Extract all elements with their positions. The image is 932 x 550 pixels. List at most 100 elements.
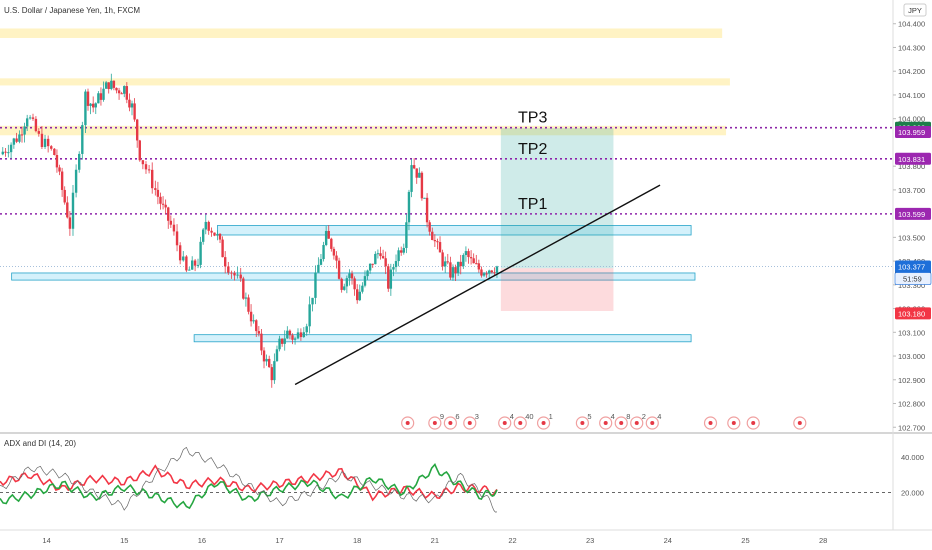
candle-body bbox=[436, 241, 439, 243]
price-badge-TP2: 103.831 bbox=[898, 155, 925, 164]
candle-body bbox=[150, 169, 154, 189]
candle-body bbox=[412, 165, 416, 169]
candle-body bbox=[210, 230, 213, 233]
candle-body bbox=[475, 263, 478, 265]
candle-body bbox=[446, 261, 449, 263]
candle-body bbox=[233, 272, 236, 276]
zone-0 bbox=[0, 28, 723, 38]
candle-body bbox=[9, 144, 13, 153]
candle-body bbox=[71, 192, 75, 229]
candle-body bbox=[392, 267, 395, 270]
price-tick-label: 103.800 bbox=[898, 162, 925, 171]
candle-body bbox=[260, 333, 263, 351]
indicator-series-layer bbox=[0, 446, 893, 513]
candle-body bbox=[7, 152, 10, 154]
event-count: 40 bbox=[525, 412, 533, 421]
candle-body bbox=[317, 264, 320, 273]
price-series-layer bbox=[1, 73, 499, 388]
countdown-label: 51:59 bbox=[903, 275, 922, 284]
event-marker-dot bbox=[502, 421, 507, 425]
candle-body bbox=[472, 258, 475, 264]
currency-badge[interactable]: JPY bbox=[903, 3, 927, 17]
candle-body bbox=[286, 330, 289, 339]
indicator-tick-label: 40.000 bbox=[901, 453, 924, 462]
candle-body bbox=[213, 232, 216, 236]
candle-body bbox=[482, 273, 486, 276]
event-markers-layer[interactable]: 9 6 3 4 40 1 5 4 8 2 4 bbox=[401, 412, 807, 430]
candle-body bbox=[125, 86, 129, 100]
level-label-TP2: TP2 bbox=[518, 141, 547, 158]
event-count: 4 bbox=[611, 412, 615, 421]
candle-body bbox=[366, 270, 369, 277]
candle-body bbox=[252, 320, 255, 322]
trendline bbox=[294, 184, 661, 386]
candle-body bbox=[123, 86, 126, 94]
price-tick-label: 102.900 bbox=[898, 376, 925, 385]
indicator-series-1 bbox=[0, 463, 498, 510]
candle-body bbox=[418, 172, 421, 178]
candle-body bbox=[291, 335, 294, 340]
candle-body bbox=[319, 259, 323, 265]
candle-body bbox=[204, 221, 207, 230]
candle-body bbox=[156, 189, 160, 197]
currency-label: JPY bbox=[908, 6, 922, 15]
zone-4 bbox=[11, 272, 696, 281]
candle-body bbox=[133, 103, 136, 120]
candle-body bbox=[485, 273, 488, 275]
time-tick-label: 22 bbox=[508, 536, 516, 545]
candle-body bbox=[58, 167, 61, 172]
candle-body bbox=[456, 261, 460, 274]
candle-body bbox=[353, 278, 356, 290]
event-marker-dot bbox=[518, 421, 523, 425]
candle-body bbox=[138, 140, 141, 161]
price-badge-extra-0: 103.959 bbox=[898, 128, 925, 137]
time-tick-label: 24 bbox=[664, 536, 672, 545]
event-marker-dot bbox=[580, 421, 585, 425]
candle-body bbox=[324, 230, 328, 245]
candle-body bbox=[257, 331, 261, 334]
candle-body bbox=[74, 169, 78, 193]
time-tick-label: 25 bbox=[741, 536, 749, 545]
candle-body bbox=[175, 231, 179, 246]
candle-body bbox=[400, 250, 403, 253]
time-tick-label: 23 bbox=[586, 536, 594, 545]
candle-body bbox=[356, 289, 359, 301]
event-marker-dot bbox=[619, 421, 624, 425]
indicator-pane[interactable] bbox=[0, 434, 893, 530]
event-marker-dot bbox=[797, 421, 802, 425]
trendline-layer[interactable] bbox=[294, 184, 661, 386]
candle-body bbox=[402, 247, 405, 253]
candle-body bbox=[91, 103, 95, 108]
candle-body bbox=[343, 286, 346, 290]
price-badge-TP2-bg bbox=[895, 152, 931, 165]
event-count: 4 bbox=[510, 412, 514, 421]
time-tick-label: 17 bbox=[275, 536, 283, 545]
indicator-series-0 bbox=[0, 464, 498, 502]
candle-body bbox=[249, 311, 253, 322]
event-count: 3 bbox=[475, 412, 479, 421]
candle-body bbox=[415, 168, 418, 178]
price-tick-label: 102.700 bbox=[898, 423, 925, 432]
candle-body bbox=[12, 138, 16, 145]
candle-body bbox=[381, 256, 385, 259]
candle-body bbox=[464, 251, 468, 256]
candle-body bbox=[190, 260, 194, 270]
event-marker-dot bbox=[603, 421, 608, 425]
candle-body bbox=[374, 253, 377, 265]
event-marker-dot bbox=[731, 421, 736, 425]
candle-body bbox=[428, 222, 431, 232]
candle-body bbox=[462, 255, 465, 267]
candle-body bbox=[68, 217, 72, 229]
price-pane[interactable] bbox=[0, 0, 893, 432]
candle-body bbox=[335, 255, 338, 261]
candle-body bbox=[43, 138, 47, 147]
candle-body bbox=[34, 118, 38, 132]
candle-body bbox=[236, 274, 239, 276]
candle-body bbox=[332, 248, 336, 256]
candle-body bbox=[308, 304, 311, 327]
price-tick-label: 104.100 bbox=[898, 91, 925, 100]
candle-body bbox=[115, 87, 118, 91]
candle-body bbox=[188, 269, 191, 271]
long-position-tool[interactable] bbox=[500, 128, 614, 311]
